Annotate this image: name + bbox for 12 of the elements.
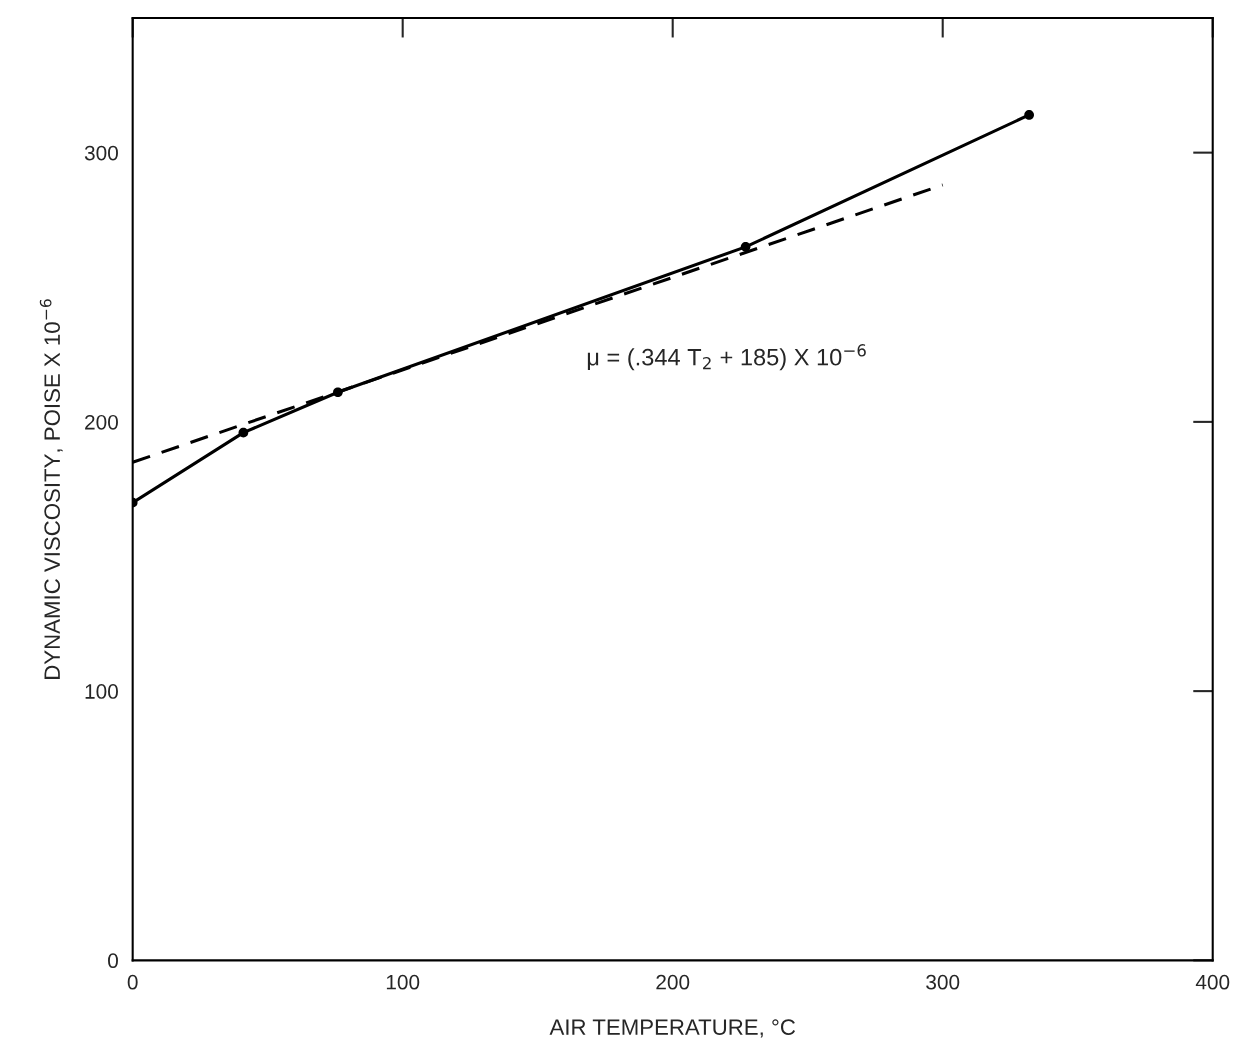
y-tick-label: 100 — [85, 684, 118, 699]
x-tick-label: 100 — [386, 974, 420, 990]
x-tick-label: 0 — [127, 974, 138, 990]
x-axis-title: AIR TEMPERATURE, °C — [549, 1019, 796, 1038]
x-tick-label: 300 — [926, 974, 960, 990]
annotation: μ = (.344 T$_{2}$ + 185) X 10$^{−6}$ — [587, 344, 866, 371]
y-tick-label: 200 — [85, 414, 118, 430]
x-tick-label: 200 — [656, 974, 690, 990]
y-tick-label: 300 — [84, 145, 118, 161]
y-axis-title: DYNAMIC VISCOSITY, POISE X 10$^{−6}$ — [39, 299, 63, 679]
y-tick-label: 0 — [108, 953, 118, 969]
x-tick-label: 400 — [1195, 974, 1230, 990]
